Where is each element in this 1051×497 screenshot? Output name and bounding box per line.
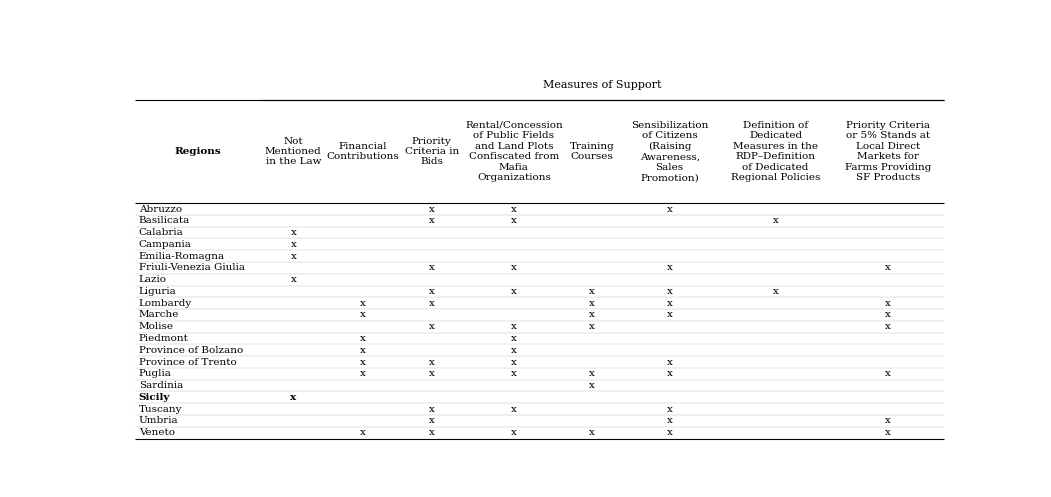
Text: Province of Bolzano: Province of Bolzano: [139, 346, 243, 355]
Text: Tuscany: Tuscany: [139, 405, 182, 414]
Text: Regions: Regions: [174, 147, 222, 156]
Text: Definition of
Dedicated
Measures in the
RDP–Definition
of Dedicated
Regional Pol: Definition of Dedicated Measures in the …: [730, 121, 820, 182]
Text: x: x: [429, 416, 435, 425]
Text: x: x: [589, 287, 595, 296]
Text: x: x: [511, 322, 517, 331]
Text: Priority
Criteria in
Bids: Priority Criteria in Bids: [405, 137, 459, 166]
Text: x: x: [666, 299, 673, 308]
Text: Measures of Support: Measures of Support: [543, 80, 662, 89]
Text: x: x: [429, 204, 435, 214]
Text: x: x: [885, 428, 891, 437]
Text: Campania: Campania: [139, 240, 191, 249]
Text: x: x: [511, 405, 517, 414]
Text: Lazio: Lazio: [139, 275, 167, 284]
Text: Lombardy: Lombardy: [139, 299, 192, 308]
Text: x: x: [290, 228, 296, 237]
Text: x: x: [429, 287, 435, 296]
Text: Not
Mentioned
in the Law: Not Mentioned in the Law: [265, 137, 322, 166]
Text: x: x: [666, 287, 673, 296]
Text: x: x: [290, 251, 296, 260]
Text: Marche: Marche: [139, 311, 179, 320]
Text: x: x: [359, 311, 366, 320]
Text: Molise: Molise: [139, 322, 173, 331]
Text: x: x: [666, 428, 673, 437]
Text: x: x: [511, 287, 517, 296]
Text: x: x: [359, 369, 366, 378]
Text: Friuli-Venezia Giulia: Friuli-Venezia Giulia: [139, 263, 245, 272]
Text: x: x: [589, 311, 595, 320]
Text: x: x: [885, 322, 891, 331]
Text: x: x: [429, 405, 435, 414]
Text: x: x: [511, 263, 517, 272]
Text: x: x: [429, 428, 435, 437]
Text: x: x: [885, 311, 891, 320]
Text: x: x: [589, 299, 595, 308]
Text: x: x: [511, 216, 517, 225]
Text: x: x: [359, 346, 366, 355]
Text: x: x: [666, 311, 673, 320]
Text: x: x: [772, 287, 779, 296]
Text: x: x: [885, 263, 891, 272]
Text: x: x: [885, 369, 891, 378]
Text: x: x: [666, 416, 673, 425]
Text: Sicily: Sicily: [139, 393, 170, 402]
Text: Training
Courses: Training Courses: [570, 142, 614, 161]
Text: x: x: [885, 299, 891, 308]
Text: x: x: [772, 216, 779, 225]
Text: x: x: [290, 275, 296, 284]
Text: x: x: [429, 357, 435, 366]
Text: Calabria: Calabria: [139, 228, 184, 237]
Text: Emilia-Romagna: Emilia-Romagna: [139, 251, 225, 260]
Text: x: x: [666, 357, 673, 366]
Text: x: x: [885, 416, 891, 425]
Text: x: x: [511, 428, 517, 437]
Text: x: x: [666, 263, 673, 272]
Text: Basilicata: Basilicata: [139, 216, 190, 225]
Text: Financial
Contributions: Financial Contributions: [326, 142, 399, 161]
Text: x: x: [589, 381, 595, 390]
Text: Puglia: Puglia: [139, 369, 171, 378]
Text: x: x: [359, 334, 366, 343]
Text: Liguria: Liguria: [139, 287, 177, 296]
Text: x: x: [359, 357, 366, 366]
Text: x: x: [511, 346, 517, 355]
Text: x: x: [511, 357, 517, 366]
Text: x: x: [666, 369, 673, 378]
Text: x: x: [290, 240, 296, 249]
Text: x: x: [666, 405, 673, 414]
Text: x: x: [290, 393, 296, 402]
Text: Veneto: Veneto: [139, 428, 174, 437]
Text: x: x: [429, 216, 435, 225]
Text: Umbria: Umbria: [139, 416, 179, 425]
Text: x: x: [429, 263, 435, 272]
Text: x: x: [589, 428, 595, 437]
Text: Abruzzo: Abruzzo: [139, 204, 182, 214]
Text: Piedmont: Piedmont: [139, 334, 188, 343]
Text: Priority Criteria
or 5% Stands at
Local Direct
Markets for
Farms Providing
SF Pr: Priority Criteria or 5% Stands at Local …: [845, 121, 931, 182]
Text: x: x: [511, 334, 517, 343]
Text: x: x: [359, 428, 366, 437]
Text: x: x: [429, 369, 435, 378]
Text: x: x: [666, 204, 673, 214]
Text: x: x: [359, 299, 366, 308]
Text: Province of Trento: Province of Trento: [139, 357, 236, 366]
Text: x: x: [429, 322, 435, 331]
Text: x: x: [429, 299, 435, 308]
Text: Sensibilization
of Citizens
(Raising
Awareness,
Sales
Promotion): Sensibilization of Citizens (Raising Awa…: [631, 121, 708, 182]
Text: Sardinia: Sardinia: [139, 381, 183, 390]
Text: x: x: [589, 369, 595, 378]
Text: x: x: [511, 369, 517, 378]
Text: x: x: [589, 322, 595, 331]
Text: Rental/Concession
of Public Fields
and Land Plots
Confiscated from
Mafia
Organiz: Rental/Concession of Public Fields and L…: [465, 121, 562, 182]
Text: x: x: [511, 204, 517, 214]
